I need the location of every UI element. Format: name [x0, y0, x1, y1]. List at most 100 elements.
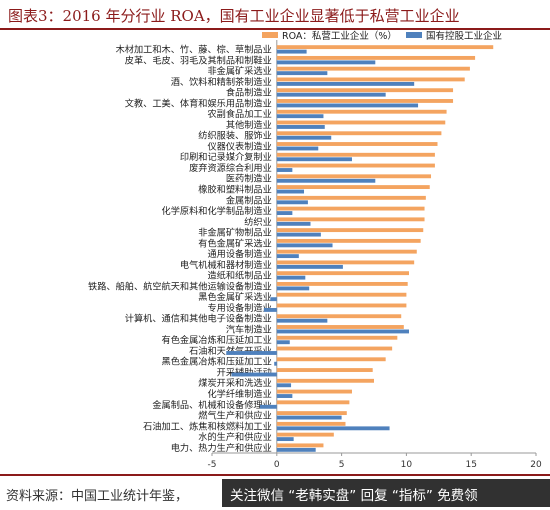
- category-label: 石油加工、炼焦和核燃料加工业: [143, 420, 272, 432]
- category-label: 开采辅助活动: [217, 366, 272, 378]
- bar-state: [276, 146, 319, 151]
- bar-private: [276, 77, 465, 82]
- bar-private: [276, 271, 409, 276]
- bar-private: [276, 163, 435, 168]
- bar-private: [276, 88, 454, 93]
- legend-label-private: ROA：私营工业企业（%）: [282, 30, 397, 42]
- bar-private: [276, 421, 346, 426]
- bar-private: [276, 411, 347, 416]
- category-label: 燃气生产和供应业: [198, 410, 272, 422]
- bar-state: [276, 340, 290, 345]
- bar-private: [276, 389, 352, 394]
- bar-state: [276, 135, 332, 140]
- bar-private: [276, 185, 430, 190]
- bar-state: [276, 211, 293, 216]
- category-label: 非金属矿物制品业: [198, 227, 272, 239]
- bar-state: [276, 329, 409, 334]
- bar-private: [276, 368, 373, 372]
- category-label: 纺织服装、服饰业: [198, 130, 272, 142]
- bar-state: [276, 232, 321, 237]
- bar-state: [276, 394, 293, 398]
- category-label: 纺织业: [244, 216, 272, 228]
- category-label: 金属制品、机械和设备修理业: [152, 399, 271, 411]
- category-label: 食品制造业: [226, 87, 272, 99]
- title-bar: 图表3：2016 年分行业 ROA，国有工业企业显著低于私营工业企业: [0, 0, 550, 30]
- category-label: 黑色金属冶炼和压延加工业: [162, 356, 272, 368]
- category-label: 印刷和记录媒介复制业: [180, 151, 272, 163]
- bar-state: [276, 318, 328, 323]
- source-note: 资料来源：中国工业统计年鉴，: [6, 489, 189, 504]
- category-label: 木材加工和木、竹、藤、棕、草制品业: [116, 44, 272, 56]
- bar-state: [276, 286, 310, 291]
- legend-swatch-state: [406, 32, 422, 38]
- category-label: 水的生产和供应业: [198, 431, 272, 443]
- bar-state: [276, 71, 328, 76]
- category-label: 橡胶和塑料制品业: [198, 184, 272, 196]
- bar-private: [276, 99, 454, 103]
- chart-plot: -5 0 5 10 15 20 木材加工和木、竹、藤、棕、草制品业皮革、毛皮、羽毛及其制品和…: [88, 30, 542, 470]
- category-label: 专用设备制造业: [207, 302, 271, 314]
- bar-private: [276, 206, 425, 211]
- bar-private: [276, 66, 470, 71]
- bar-private: [276, 378, 374, 383]
- bar-private: [276, 109, 447, 114]
- bar-state: [276, 92, 386, 97]
- bar-state: [276, 49, 307, 54]
- category-label: 文教、工美、体育和娱乐用品制造业: [125, 97, 272, 109]
- bar-state: [276, 81, 415, 86]
- bar-private: [276, 45, 494, 50]
- bar-state: [276, 200, 308, 205]
- category-label: 电气机械和器材制造业: [180, 259, 272, 271]
- bar-state: [276, 125, 325, 129]
- bar-private: [276, 195, 426, 200]
- bar-private: [276, 55, 476, 60]
- category-label: 有色金属矿采选业: [198, 237, 272, 249]
- x-tick-label: 15: [465, 460, 476, 470]
- bar-private: [276, 346, 393, 351]
- category-label: 电力、热力生产和供应业: [171, 442, 272, 454]
- bar-state: [276, 415, 342, 420]
- category-label: 医药制造业: [226, 173, 272, 185]
- bar-state: [276, 114, 324, 119]
- bar-private: [276, 238, 421, 243]
- category-label: 废弃资源综合利用业: [189, 162, 272, 174]
- bar-state: [276, 103, 419, 108]
- x-tick-label: 5: [339, 460, 345, 470]
- source-bar: 资料来源：中国工业统计年鉴， 关注微信 “老韩实盘” 回复 “指标” 免费领: [0, 474, 550, 510]
- category-label: 农副食品加工业: [207, 108, 271, 120]
- bar-state: [276, 383, 292, 388]
- bar-private: [276, 443, 324, 448]
- chart-title: 图表3：2016 年分行业 ROA，国有工业企业显著低于私营工业企业: [8, 7, 460, 25]
- category-label: 皮革、毛皮、羽毛及其制品和制鞋业: [125, 54, 272, 66]
- legend-swatch-private: [262, 32, 278, 38]
- bar-private: [276, 432, 334, 437]
- bar-private: [276, 131, 442, 136]
- category-label: 黑色金属矿采选业: [198, 291, 272, 303]
- bar-state: [276, 221, 311, 226]
- bar-state: [276, 189, 305, 194]
- bar-state: [231, 372, 277, 377]
- bar-private: [276, 228, 424, 233]
- bar-private: [276, 400, 350, 405]
- category-label: 煤炭开采和洗选业: [198, 377, 272, 389]
- bar-state: [276, 178, 376, 183]
- bar-state: [276, 243, 333, 248]
- bar-state: [276, 437, 294, 442]
- bar-state: [276, 254, 299, 259]
- category-label: 计算机、通信和其他电子设备制造业: [125, 313, 272, 325]
- category-label: 石油和天然气开采业: [189, 345, 272, 357]
- bar-state: [276, 426, 390, 431]
- category-label: 金属制品业: [226, 194, 272, 206]
- bar-private: [276, 142, 438, 146]
- x-tick-label: 0: [274, 460, 280, 470]
- bar-state: [276, 275, 306, 280]
- bar-private: [276, 314, 402, 319]
- category-label: 非金属矿采选业: [207, 65, 271, 77]
- watermark-text: 关注微信 “老韩实盘” 回复 “指标” 免费领: [230, 488, 478, 504]
- x-tick-label: -5: [208, 460, 217, 470]
- bar-state: [263, 307, 277, 312]
- bar-private: [276, 217, 425, 222]
- category-label: 造纸和纸制品业: [207, 270, 271, 282]
- watermark-banner: 关注微信 “老韩实盘” 回复 “指标” 免费领: [222, 479, 550, 507]
- bar-private: [276, 260, 415, 265]
